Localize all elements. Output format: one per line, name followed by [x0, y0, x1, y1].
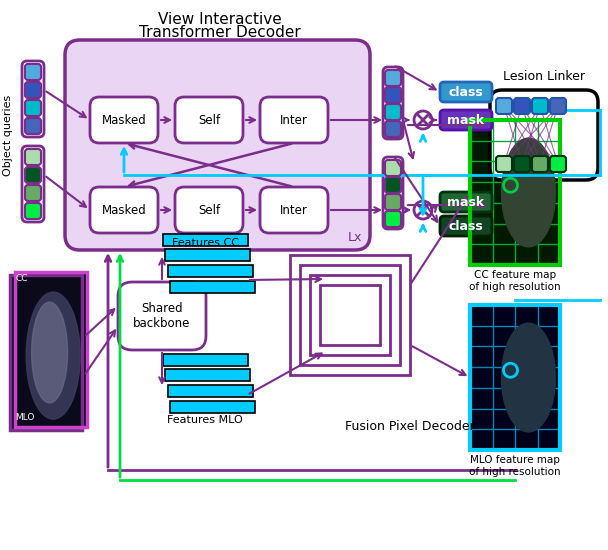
- Text: class: class: [449, 85, 483, 98]
- Bar: [470, 305, 560, 450]
- Text: Masked: Masked: [102, 204, 147, 217]
- FancyBboxPatch shape: [385, 194, 401, 210]
- FancyBboxPatch shape: [118, 282, 206, 350]
- Ellipse shape: [32, 302, 67, 403]
- Bar: [165, 369, 250, 381]
- FancyBboxPatch shape: [25, 64, 41, 80]
- Bar: [320, 285, 380, 345]
- FancyBboxPatch shape: [385, 121, 401, 137]
- FancyBboxPatch shape: [514, 156, 530, 172]
- Text: MLO: MLO: [15, 413, 35, 422]
- Text: Transformer Decoder: Transformer Decoder: [139, 25, 301, 40]
- Text: Inter: Inter: [280, 204, 308, 217]
- Bar: [10, 275, 82, 430]
- FancyBboxPatch shape: [25, 203, 41, 219]
- FancyBboxPatch shape: [385, 104, 401, 120]
- FancyBboxPatch shape: [490, 90, 598, 180]
- Bar: [167, 265, 252, 277]
- Text: mask: mask: [447, 113, 485, 127]
- FancyBboxPatch shape: [440, 82, 492, 102]
- Text: Lx: Lx: [348, 231, 362, 244]
- FancyBboxPatch shape: [25, 149, 41, 165]
- FancyBboxPatch shape: [25, 185, 41, 201]
- Text: CC feature map
of high resolution: CC feature map of high resolution: [469, 270, 561, 292]
- FancyBboxPatch shape: [90, 187, 158, 233]
- Ellipse shape: [502, 323, 556, 432]
- Text: class: class: [449, 219, 483, 233]
- Bar: [167, 385, 252, 397]
- Text: Object queries: Object queries: [3, 95, 13, 175]
- FancyBboxPatch shape: [440, 216, 492, 236]
- Text: CC: CC: [15, 274, 27, 283]
- Bar: [300, 265, 400, 365]
- FancyBboxPatch shape: [440, 192, 492, 212]
- Ellipse shape: [502, 138, 556, 247]
- Bar: [170, 280, 255, 293]
- FancyBboxPatch shape: [175, 97, 243, 143]
- Text: MLO feature map
of high resolution: MLO feature map of high resolution: [469, 455, 561, 477]
- Bar: [15, 272, 87, 427]
- Text: mask: mask: [447, 195, 485, 208]
- FancyBboxPatch shape: [25, 100, 41, 116]
- Bar: [470, 120, 560, 265]
- FancyBboxPatch shape: [25, 82, 41, 98]
- Text: Features CC: Features CC: [171, 238, 238, 248]
- FancyBboxPatch shape: [550, 156, 566, 172]
- Bar: [162, 234, 247, 246]
- FancyBboxPatch shape: [175, 187, 243, 233]
- FancyBboxPatch shape: [550, 98, 566, 114]
- Text: Lesion Linker: Lesion Linker: [503, 70, 585, 83]
- Bar: [470, 305, 560, 450]
- Bar: [165, 249, 250, 261]
- Text: Masked: Masked: [102, 113, 147, 127]
- Bar: [15, 272, 87, 427]
- Text: Self: Self: [198, 204, 220, 217]
- FancyBboxPatch shape: [65, 40, 370, 250]
- FancyBboxPatch shape: [385, 177, 401, 193]
- FancyBboxPatch shape: [440, 110, 492, 130]
- FancyBboxPatch shape: [260, 187, 328, 233]
- FancyBboxPatch shape: [385, 160, 401, 176]
- Text: Fusion Pixel Decoder: Fusion Pixel Decoder: [345, 420, 475, 433]
- Bar: [10, 275, 82, 430]
- FancyBboxPatch shape: [532, 156, 548, 172]
- Bar: [470, 120, 560, 265]
- Text: View Interactive: View Interactive: [158, 12, 282, 27]
- FancyBboxPatch shape: [25, 118, 41, 134]
- Bar: [290, 255, 410, 375]
- FancyBboxPatch shape: [532, 98, 548, 114]
- FancyBboxPatch shape: [385, 70, 401, 86]
- Text: Self: Self: [198, 113, 220, 127]
- FancyBboxPatch shape: [496, 98, 512, 114]
- Text: Inter: Inter: [280, 113, 308, 127]
- FancyBboxPatch shape: [25, 167, 41, 183]
- FancyBboxPatch shape: [385, 87, 401, 103]
- Bar: [310, 275, 390, 355]
- FancyBboxPatch shape: [514, 98, 530, 114]
- Bar: [170, 400, 255, 412]
- Text: Shared
backbone: Shared backbone: [133, 302, 191, 330]
- Ellipse shape: [26, 292, 80, 419]
- FancyBboxPatch shape: [260, 97, 328, 143]
- FancyBboxPatch shape: [385, 211, 401, 227]
- Bar: [162, 354, 247, 366]
- Text: Features MLO: Features MLO: [167, 415, 243, 425]
- FancyBboxPatch shape: [90, 97, 158, 143]
- FancyBboxPatch shape: [496, 156, 512, 172]
